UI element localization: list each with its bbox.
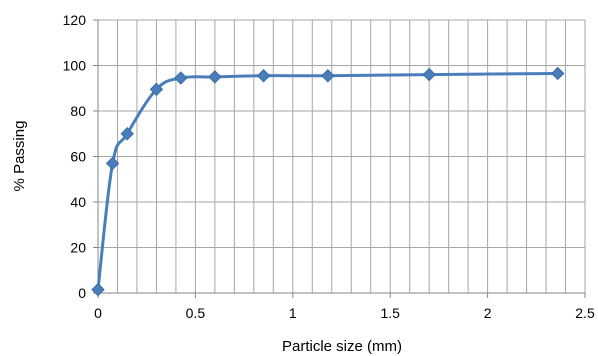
x-tick-label: 0.5 xyxy=(186,305,206,321)
y-axis-title: % Passing xyxy=(11,121,28,192)
axes xyxy=(93,19,586,298)
data-point-marker xyxy=(105,156,120,171)
y-tick-label: 60 xyxy=(70,149,86,165)
series-line xyxy=(96,71,560,292)
x-tick-label: 1.5 xyxy=(380,305,400,321)
y-tick-label: 80 xyxy=(70,103,86,119)
x-tick-label: 2.5 xyxy=(575,305,595,321)
data-point-marker xyxy=(120,127,134,141)
data-point-marker xyxy=(174,71,188,85)
y-tick-label: 40 xyxy=(70,194,86,210)
grid-lines xyxy=(98,19,586,293)
y-tick-label: 120 xyxy=(63,12,87,28)
y-tick-label: 100 xyxy=(63,58,87,74)
y-tick-label: 0 xyxy=(78,285,86,301)
data-point-marker xyxy=(321,69,335,83)
data-point-marker xyxy=(551,66,565,81)
data-point-marker xyxy=(91,282,105,297)
data-point-marker xyxy=(208,70,222,84)
x-tick-label: 1 xyxy=(289,305,297,321)
data-point-marker xyxy=(422,67,436,82)
x-axis-title: Particle size (mm) xyxy=(282,338,402,355)
x-tick-label: 0 xyxy=(94,305,102,321)
x-tick-label: 2 xyxy=(484,305,492,321)
series-markers xyxy=(91,66,565,297)
data-point-marker xyxy=(149,82,164,97)
tick-labels: 0 20 40 60 80 100 120 0 0.5 1 1.5 2 2.5 xyxy=(63,12,595,321)
y-tick-label: 20 xyxy=(70,240,86,256)
data-point-marker xyxy=(256,69,271,83)
